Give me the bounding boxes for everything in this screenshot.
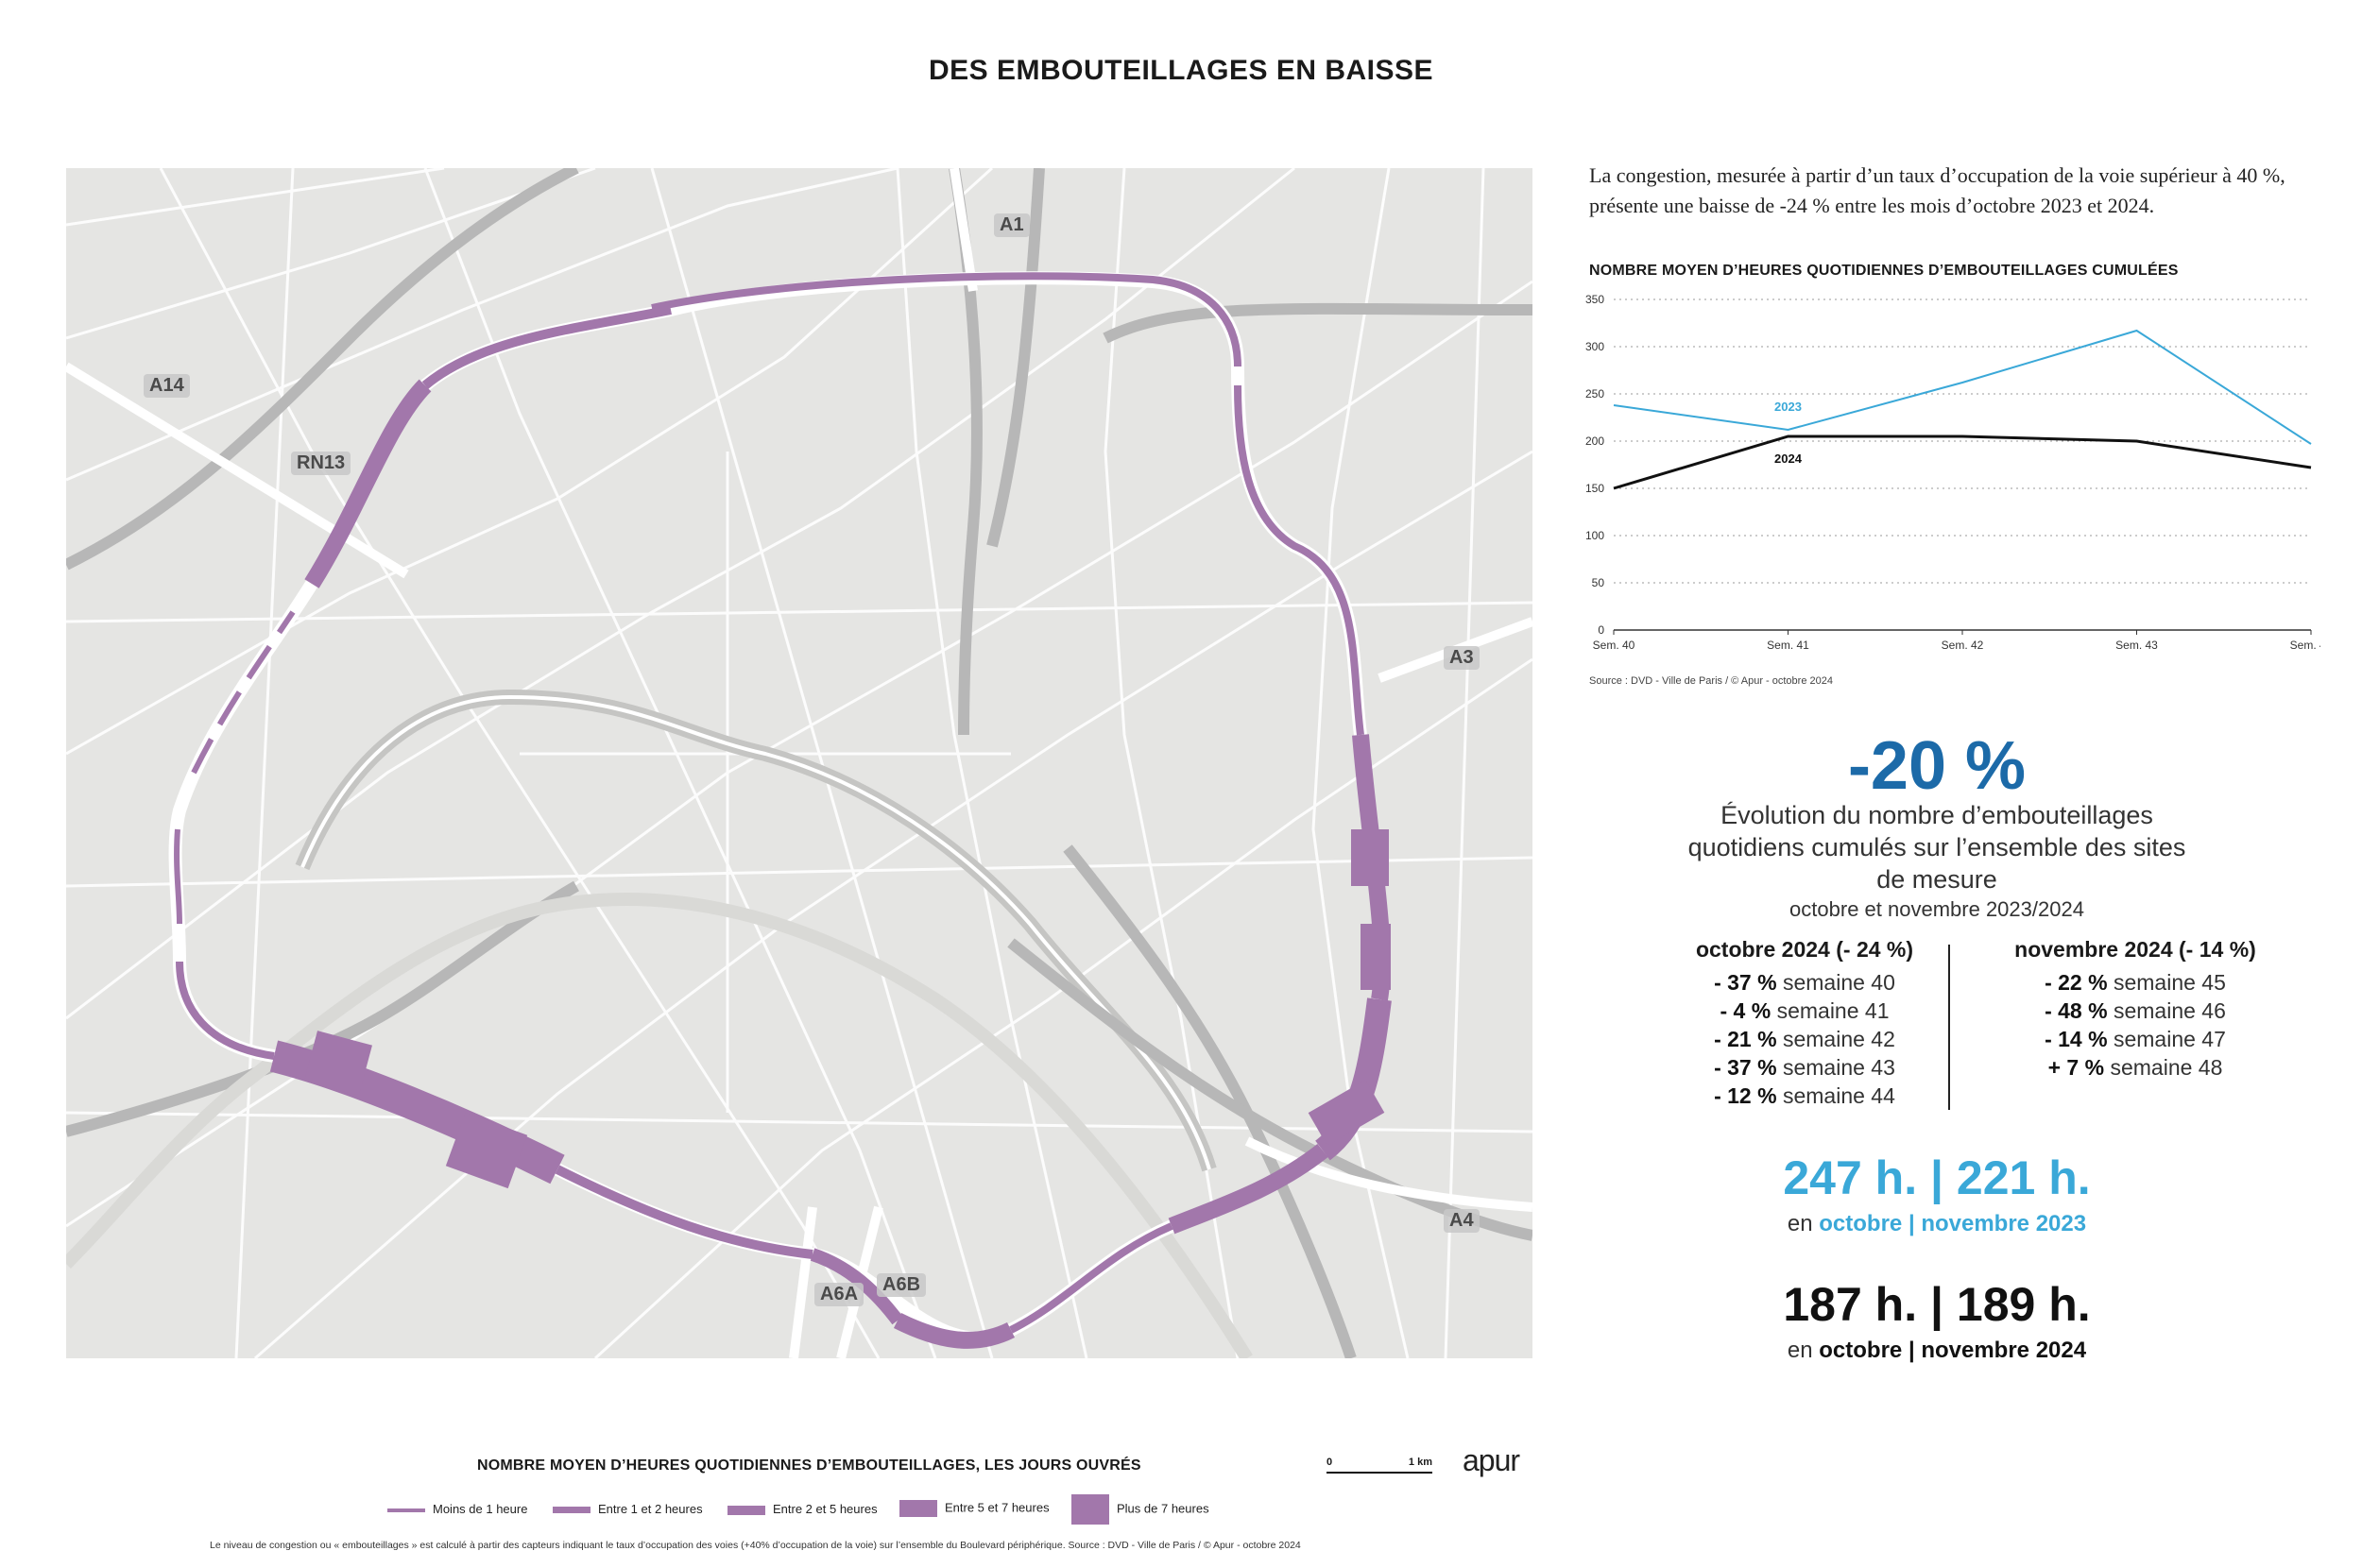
november-row-pct: + 7 %: [2047, 1055, 2105, 1080]
legend-label: Moins de 1 heure: [433, 1502, 528, 1516]
november-row: - 14 % semaine 47: [1965, 1025, 2305, 1053]
seine-river: [66, 893, 1253, 1358]
y-tick-label: 150: [1585, 482, 1604, 495]
x-tick-label: Sem. 41: [1767, 639, 1809, 652]
road-label-a4: A4: [1444, 1209, 1480, 1233]
stat-2024-value: 187 h. | 189 h.: [1783, 1278, 2091, 1331]
y-tick-label: 100: [1585, 529, 1604, 542]
series-line-2024: [1613, 435, 2312, 490]
road-label-a14: A14: [144, 374, 190, 398]
legend-item: Entre 2 et 5 heures: [727, 1502, 878, 1516]
stat-2023-prefix: en: [1787, 1211, 1813, 1236]
stat-2023-caption: en octobre | novembre 2023: [1701, 1211, 2173, 1237]
october-row-pct: - 37 %: [1714, 970, 1777, 995]
legend-swatch: [727, 1505, 765, 1515]
legend-swatch: [387, 1508, 425, 1512]
legend-swatch: [553, 1507, 590, 1514]
stat-2023-value: 247 h. | 221 h.: [1783, 1151, 2091, 1204]
y-tick-label: 300: [1585, 340, 1604, 353]
scale-one: 1 km: [1408, 1457, 1432, 1468]
apur-logo: apur: [1463, 1443, 1520, 1477]
november-row-label: semaine 48: [2110, 1055, 2223, 1080]
november-row: - 22 % semaine 45: [1965, 968, 2305, 997]
y-tick-label: 0: [1598, 623, 1604, 637]
november-row-label: semaine 45: [2113, 970, 2226, 995]
road-label-rn13: RN13: [291, 452, 351, 475]
kpi-evolution-text: Évolution du nombre d’embouteillages quo…: [1687, 801, 2186, 894]
october-row-label: semaine 44: [1782, 1083, 1895, 1108]
november-row: + 7 % semaine 48: [1965, 1053, 2305, 1082]
october-row-label: semaine 41: [1776, 998, 1890, 1023]
congestion-blocks: [303, 829, 1391, 1189]
chart-title: NOMBRE MOYEN D’HEURES QUOTIDIENNES D’EMB…: [1589, 263, 2179, 279]
october-row-pct: - 37 %: [1714, 1055, 1777, 1080]
congestion-segments: [174, 272, 1392, 1349]
legend-swatch: [1071, 1494, 1109, 1525]
october-row-label: semaine 40: [1782, 970, 1895, 995]
october-column: octobre 2024 (- 24 %) - 37 % semaine 40-…: [1635, 937, 1975, 1110]
scale-bar: 0 1 km: [1326, 1457, 1432, 1477]
boulevard-peripherique: [168, 271, 1389, 1345]
chart-source: Source : DVD - Ville de Paris / © Apur -…: [1589, 675, 1833, 687]
stat-2024-caption: en octobre | novembre 2024: [1701, 1338, 2173, 1364]
november-row-pct: - 14 %: [2045, 1027, 2108, 1051]
legend-title: NOMBRE MOYEN D’HEURES QUOTIDIENNES D’EMB…: [477, 1457, 1141, 1474]
october-row: - 21 % semaine 42: [1635, 1025, 1975, 1053]
november-row: - 48 % semaine 46: [1965, 997, 2305, 1025]
legend-item: Moins de 1 heure: [387, 1502, 527, 1516]
x-tick-label: Sem. 44: [2290, 639, 2320, 652]
road-label-a3: A3: [1444, 646, 1480, 670]
october-row-pct: - 21 %: [1714, 1027, 1777, 1051]
november-column: novembre 2024 (- 14 %) - 22 % semaine 45…: [1965, 937, 2305, 1082]
october-row-label: semaine 43: [1782, 1055, 1895, 1080]
kpi-period: octobre et novembre 2023/2024: [1789, 897, 2084, 921]
legend-label: Plus de 7 heures: [1117, 1501, 1209, 1516]
road-label-a6b: A6B: [877, 1273, 927, 1297]
stat-2024-months: octobre | novembre 2024: [1819, 1338, 2087, 1363]
october-row: - 37 % semaine 43: [1635, 1053, 1975, 1082]
legend-label: Entre 5 et 7 heures: [945, 1500, 1050, 1515]
legend-item: Entre 5 et 7 heures: [899, 1500, 1050, 1517]
november-row-pct: - 48 %: [2045, 998, 2108, 1023]
road-label-a1: A1: [994, 213, 1030, 237]
october-row: - 12 % semaine 44: [1635, 1082, 1975, 1110]
y-tick-label: 50: [1592, 576, 1605, 589]
series-line-2023: [1613, 329, 2312, 445]
x-tick-label: Sem. 43: [2115, 639, 2158, 652]
congestion-map[interactable]: A1 A14 RN13 A3 A4 A6A A6B: [66, 168, 1532, 1358]
scale-zero: 0: [1326, 1457, 1333, 1468]
x-tick-label: Sem. 40: [1593, 639, 1635, 652]
october-row-pct: - 4 %: [1720, 998, 1772, 1023]
page-title: DES EMBOUTEILLAGES EN BAISSE: [928, 55, 1434, 86]
kpi-big-percent: -20 %: [1847, 728, 2027, 804]
november-head: novembre 2024 (- 14 %): [2014, 937, 2256, 962]
map-canvas: [66, 168, 1532, 1358]
stat-2024-prefix: en: [1787, 1338, 1813, 1363]
y-tick-label: 200: [1585, 435, 1604, 448]
october-row-label: semaine 42: [1782, 1027, 1895, 1051]
november-row-pct: - 22 %: [2045, 970, 2108, 995]
series-label-2024: 2024: [1774, 452, 1803, 466]
y-tick-label: 250: [1585, 387, 1604, 401]
intro-text: La congestion, mesurée à partir d’un tau…: [1589, 163, 2285, 217]
legend-label: Entre 2 et 5 heures: [773, 1502, 878, 1516]
october-row: - 37 % semaine 40: [1635, 968, 1975, 997]
road-label-a6a: A6A: [814, 1283, 864, 1306]
november-row-label: semaine 47: [2113, 1027, 2226, 1051]
footnote: Le niveau de congestion ou « embouteilla…: [210, 1540, 1301, 1551]
october-row: - 4 % semaine 41: [1635, 997, 1975, 1025]
legend-swatch: [899, 1500, 937, 1517]
october-row-pct: - 12 %: [1714, 1083, 1777, 1108]
line-chart: 0 50 100 150 200 250 300 350 Sem. 40 Sem. 41 Sem. …: [1585, 293, 2320, 652]
legend-label: Entre 1 et 2 heures: [598, 1502, 703, 1516]
x-tick-label: Sem. 42: [1942, 639, 1984, 652]
y-tick-label: 350: [1585, 293, 1604, 306]
column-divider: [1948, 945, 1950, 1110]
legend-item: Plus de 7 heures: [1071, 1494, 1209, 1525]
legend-item: Entre 1 et 2 heures: [553, 1502, 703, 1516]
october-head: octobre 2024 (- 24 %): [1695, 937, 1914, 962]
series-label-2023: 2023: [1774, 400, 1802, 414]
stat-2023-months: octobre | novembre 2023: [1819, 1211, 2087, 1236]
november-row-label: semaine 46: [2113, 998, 2226, 1023]
